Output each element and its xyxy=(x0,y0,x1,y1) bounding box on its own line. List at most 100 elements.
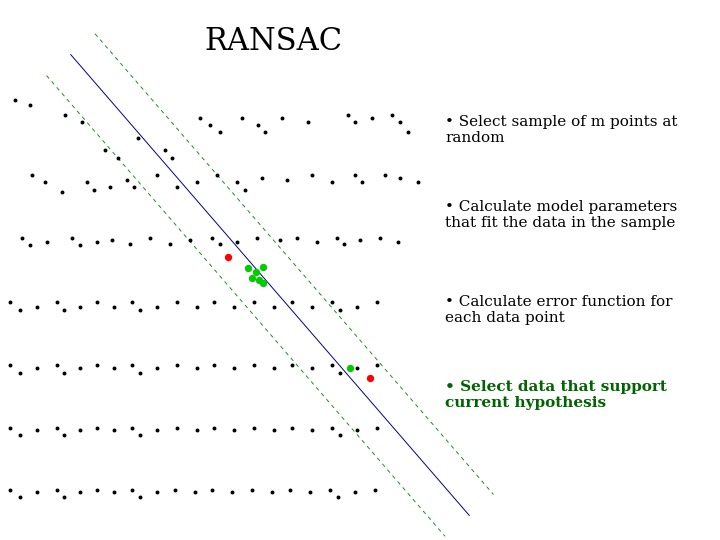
Point xyxy=(287,298,298,306)
Point xyxy=(24,241,36,249)
Point xyxy=(74,241,86,249)
Point xyxy=(125,240,136,248)
Point xyxy=(4,485,16,494)
Point xyxy=(256,174,268,183)
Point xyxy=(31,363,42,372)
Point xyxy=(251,268,262,276)
Point xyxy=(26,171,37,179)
Point xyxy=(372,298,383,306)
Point xyxy=(159,146,171,154)
Point xyxy=(266,488,278,496)
Point xyxy=(58,306,70,314)
Point xyxy=(14,369,26,377)
Point xyxy=(257,262,269,271)
Point xyxy=(51,424,63,433)
Point xyxy=(66,234,78,242)
Point xyxy=(402,127,414,136)
Point xyxy=(14,431,26,440)
Point xyxy=(349,118,361,126)
Point xyxy=(291,234,303,242)
Point xyxy=(354,235,366,244)
Point xyxy=(369,485,381,494)
Point xyxy=(4,361,16,369)
Point xyxy=(326,298,338,306)
Point xyxy=(246,274,258,282)
Point xyxy=(112,154,124,163)
Point xyxy=(171,424,183,433)
Point xyxy=(356,178,368,186)
Point xyxy=(91,485,103,494)
Text: random: random xyxy=(445,131,505,145)
Point xyxy=(248,424,260,433)
Point xyxy=(126,361,138,369)
Point xyxy=(326,361,338,369)
Point xyxy=(4,424,16,433)
Point xyxy=(306,426,318,434)
Point xyxy=(252,120,264,129)
Point xyxy=(189,488,201,496)
Point xyxy=(51,361,63,369)
Point xyxy=(128,183,140,191)
Point xyxy=(121,176,132,184)
Point xyxy=(386,111,397,119)
Point xyxy=(134,306,145,314)
Point xyxy=(17,234,28,242)
Point xyxy=(274,235,286,244)
Point xyxy=(231,178,243,186)
Point xyxy=(208,424,220,433)
Point xyxy=(364,374,376,382)
Point xyxy=(108,363,120,372)
Point xyxy=(334,431,346,440)
Point xyxy=(276,114,288,123)
Point xyxy=(14,306,26,314)
Point xyxy=(24,100,36,109)
Point xyxy=(151,363,163,372)
Point xyxy=(305,488,316,496)
Point xyxy=(331,234,343,242)
Point xyxy=(171,298,183,306)
Point xyxy=(31,303,42,312)
Text: RANSAC: RANSAC xyxy=(204,26,343,57)
Point xyxy=(253,276,265,285)
Point xyxy=(134,369,145,377)
Point xyxy=(351,303,363,312)
Text: • Select sample of m points at: • Select sample of m points at xyxy=(445,115,678,129)
Point xyxy=(231,238,243,246)
Point xyxy=(31,426,42,434)
Point xyxy=(326,178,338,186)
Point xyxy=(184,235,196,244)
Point xyxy=(81,178,93,186)
Point xyxy=(134,431,145,440)
Point xyxy=(226,488,238,496)
Point xyxy=(228,426,240,434)
Point xyxy=(206,234,217,242)
Point xyxy=(306,171,318,179)
Point xyxy=(206,485,217,494)
Point xyxy=(306,303,318,312)
Point xyxy=(269,303,280,312)
Point xyxy=(108,426,120,434)
Point xyxy=(194,114,206,123)
Text: • Calculate model parameters: • Calculate model parameters xyxy=(445,200,678,214)
Point xyxy=(222,253,234,261)
Point xyxy=(349,488,361,496)
Point xyxy=(287,361,298,369)
Text: • Select data that support: • Select data that support xyxy=(445,380,667,394)
Point xyxy=(166,154,178,163)
Point xyxy=(126,298,138,306)
Point xyxy=(269,426,280,434)
Point xyxy=(76,118,88,126)
Point xyxy=(74,303,86,312)
Point xyxy=(9,96,21,104)
Point xyxy=(338,240,350,248)
Point xyxy=(51,298,63,306)
Point xyxy=(31,488,42,496)
Point xyxy=(349,171,361,179)
Point xyxy=(58,492,70,501)
Point xyxy=(215,240,226,248)
Point xyxy=(284,485,296,494)
Point xyxy=(311,238,323,246)
Point xyxy=(351,363,363,372)
Point xyxy=(171,183,183,191)
Point xyxy=(41,238,53,246)
